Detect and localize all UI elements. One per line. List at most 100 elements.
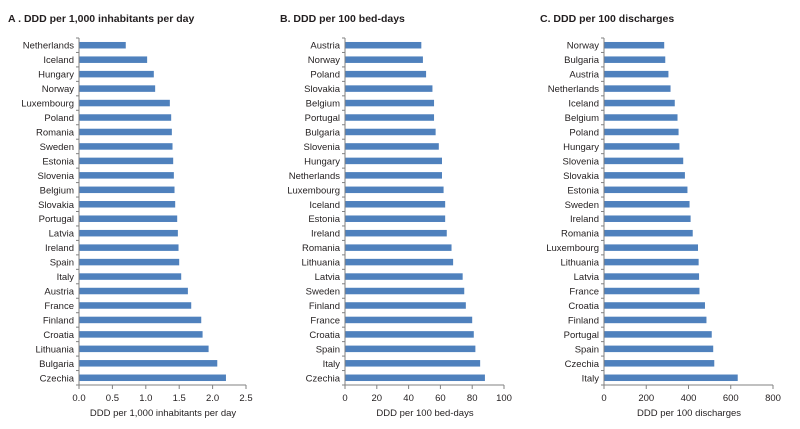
bar xyxy=(79,331,203,338)
bar xyxy=(604,99,675,107)
bar xyxy=(79,70,154,78)
category-label: Netherlands xyxy=(289,171,340,182)
x-tick-label: 20 xyxy=(372,393,383,404)
bar xyxy=(604,85,671,92)
x-tick-label: 80 xyxy=(467,393,478,404)
x-tick-label: 1.0 xyxy=(139,393,152,404)
category-label: Croatia xyxy=(309,330,340,341)
category-label: Sweden xyxy=(306,287,340,298)
category-label: Romania xyxy=(561,229,600,240)
category-label: Estonia xyxy=(567,185,599,196)
bar xyxy=(345,143,439,150)
bar xyxy=(345,41,422,49)
bar xyxy=(604,201,690,208)
category-label: Poland xyxy=(44,113,74,124)
bar xyxy=(79,201,176,208)
category-label: Luxembourg xyxy=(546,243,599,254)
category-label: Belgium xyxy=(565,113,599,124)
bar xyxy=(79,229,178,237)
bar xyxy=(345,345,476,353)
bar xyxy=(79,273,182,280)
bar xyxy=(345,85,433,92)
panel-a-title: A . DDD per 1,000 inhabitants per day xyxy=(8,13,194,25)
bar xyxy=(79,374,226,382)
bar xyxy=(79,114,172,121)
category-label: Finland xyxy=(43,315,74,326)
category-label: Spain xyxy=(316,344,340,355)
category-label: Norway xyxy=(567,41,599,52)
category-label: Slovenia xyxy=(304,142,341,153)
category-label: Netherlands xyxy=(23,41,74,52)
bar xyxy=(345,99,435,107)
bar xyxy=(345,316,473,324)
bar xyxy=(604,157,684,165)
panel-a: A . DDD per 1,000 inhabitants per day DD… xyxy=(8,13,253,419)
category-label: Bulgaria xyxy=(39,359,75,370)
category-label: Estonia xyxy=(308,214,340,225)
category-label: Lithuania xyxy=(560,258,599,269)
category-label: Sweden xyxy=(565,200,599,211)
bar xyxy=(345,215,446,222)
bar xyxy=(79,316,202,324)
category-label: Portugal xyxy=(39,214,74,225)
category-label: Estonia xyxy=(42,156,74,167)
x-tick-label: 0.0 xyxy=(72,393,85,404)
category-label: Bulgaria xyxy=(564,55,600,66)
bar xyxy=(604,258,699,266)
category-label: Czechia xyxy=(306,373,341,384)
bar xyxy=(345,172,442,179)
category-label: Spain xyxy=(575,344,599,355)
bar xyxy=(79,244,179,251)
category-label: Austria xyxy=(569,70,599,81)
panel-c-title: C. DDD per 100 discharges xyxy=(540,13,674,25)
bar xyxy=(604,273,700,280)
category-label: Ireland xyxy=(311,229,340,240)
bar xyxy=(79,360,218,367)
bar xyxy=(604,244,699,251)
bar xyxy=(604,302,705,309)
category-label: Belgium xyxy=(40,185,74,196)
bar xyxy=(345,70,427,78)
bar xyxy=(604,128,679,136)
bar xyxy=(345,114,435,121)
bar xyxy=(345,360,481,367)
bar xyxy=(79,345,209,353)
bar xyxy=(345,331,474,338)
bar xyxy=(604,41,665,49)
x-tick-label: 0 xyxy=(342,393,347,404)
bar xyxy=(345,244,452,251)
category-label: Italy xyxy=(57,272,75,283)
x-tick-label: 200 xyxy=(638,393,654,404)
category-label: Hungary xyxy=(563,142,599,153)
category-label: Italy xyxy=(323,359,341,370)
bar xyxy=(604,70,669,78)
category-label: France xyxy=(310,315,340,326)
category-label: Slovakia xyxy=(563,171,600,182)
category-label: Latvia xyxy=(315,272,341,283)
category-label: Czechia xyxy=(565,359,600,370)
panel-b: B. DDD per 100 bed-days DDD per 100 bed-… xyxy=(280,13,512,419)
x-tick-label: 100 xyxy=(496,393,512,404)
category-label: Poland xyxy=(310,70,340,81)
bar xyxy=(604,345,714,353)
bar xyxy=(79,172,174,179)
category-label: Norway xyxy=(42,84,74,95)
bar xyxy=(604,143,680,150)
category-label: Latvia xyxy=(574,272,600,283)
x-tick-label: 800 xyxy=(765,393,781,404)
bar xyxy=(604,114,678,121)
category-label: Italy xyxy=(582,373,600,384)
category-label: Netherlands xyxy=(548,84,599,95)
bar xyxy=(345,273,463,280)
x-tick-label: 600 xyxy=(723,393,739,404)
bar xyxy=(79,258,180,266)
category-label: Slovakia xyxy=(38,200,75,211)
bar xyxy=(345,374,485,382)
category-label: Hungary xyxy=(304,156,340,167)
category-label: Iceland xyxy=(309,200,340,211)
bar xyxy=(604,287,700,295)
bar xyxy=(79,215,178,222)
bar xyxy=(604,316,707,324)
x-tick-label: 0 xyxy=(601,393,606,404)
